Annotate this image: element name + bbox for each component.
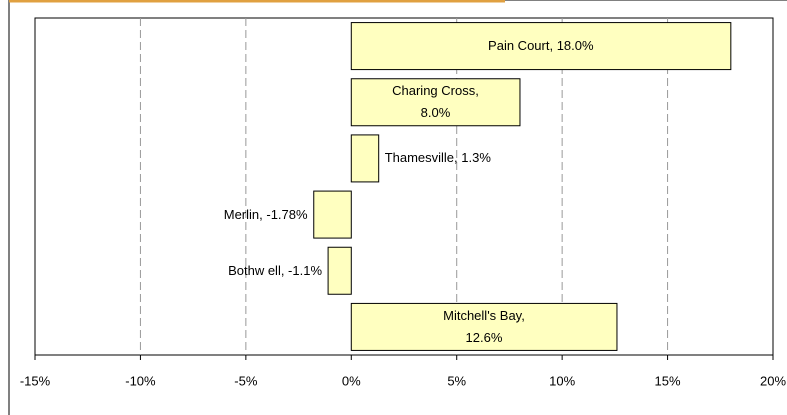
data-label: Merlin, -1.78% xyxy=(223,206,308,222)
x-tick-label: 15% xyxy=(655,373,681,388)
bar xyxy=(350,302,618,351)
x-tick-label: 5% xyxy=(447,373,466,388)
plot-area xyxy=(34,17,774,356)
x-tick-label: -5% xyxy=(234,373,258,388)
x-tick-label: 0% xyxy=(342,373,361,388)
bar xyxy=(350,134,380,183)
data-label: Charing Cross, 8.0% xyxy=(392,83,479,121)
data-label: Pain Court, 18.0% xyxy=(488,38,594,54)
x-tick-label: 10% xyxy=(549,373,575,388)
x-tick-label: 20% xyxy=(760,373,786,388)
data-label: Bothw ell, -1.1% xyxy=(228,262,323,278)
bar xyxy=(350,22,732,71)
x-tick-label: -15% xyxy=(20,373,51,388)
data-label: Thamesville, 1.3% xyxy=(384,150,491,166)
x-tick-label: -10% xyxy=(125,373,156,388)
bar xyxy=(313,190,352,239)
data-label: Mitchell's Bay, 12.6% xyxy=(443,307,525,345)
bar xyxy=(350,78,521,127)
bar xyxy=(327,246,352,295)
